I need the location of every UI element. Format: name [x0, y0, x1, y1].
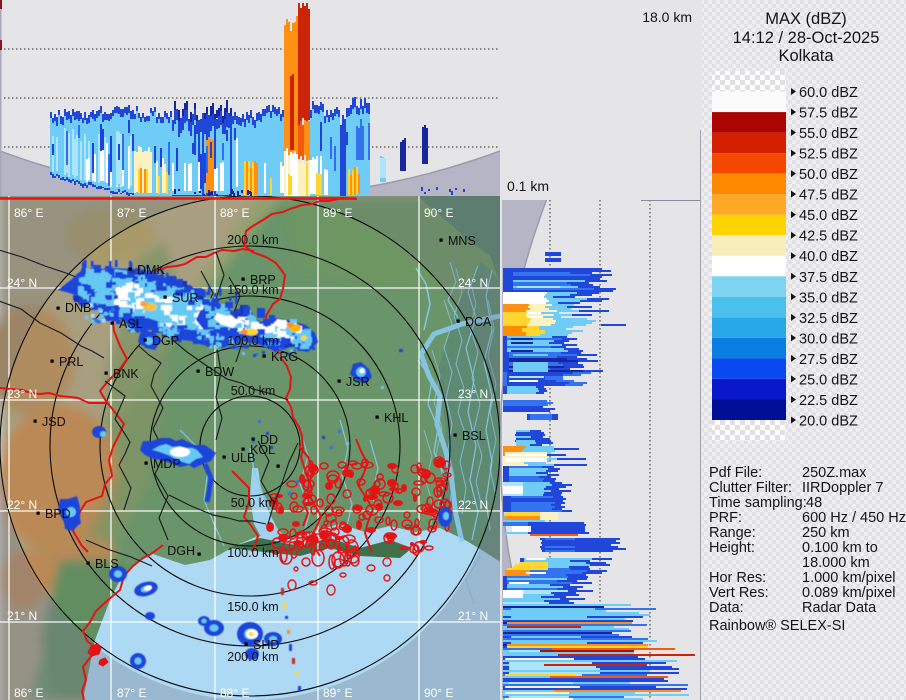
svg-text:100.0 km: 100.0 km	[227, 546, 278, 560]
svg-text:24° N: 24° N	[7, 276, 37, 290]
svg-text:250Z.max: 250Z.max	[802, 465, 867, 481]
svg-text:BRP: BRP	[250, 273, 276, 287]
svg-text:87° E: 87° E	[117, 206, 146, 220]
svg-text:90° E: 90° E	[424, 686, 453, 700]
svg-text:22.5 dBZ: 22.5 dBZ	[799, 393, 858, 409]
svg-text:150.0 km: 150.0 km	[227, 600, 278, 614]
svg-text:0.100 km to: 0.100 km to	[802, 540, 878, 556]
svg-text:57.5 dBZ: 57.5 dBZ	[799, 106, 858, 122]
svg-text:20.0 dBZ: 20.0 dBZ	[799, 414, 858, 430]
svg-text:ULB: ULB	[231, 451, 255, 465]
svg-text:90° E: 90° E	[424, 206, 453, 220]
svg-text:DGP: DGP	[152, 334, 179, 348]
svg-text:DMK: DMK	[137, 263, 165, 277]
svg-text:MDP: MDP	[153, 457, 181, 471]
svg-text:DGH: DGH	[167, 544, 195, 558]
svg-text:600 Hz / 450 Hz: 600 Hz / 450 Hz	[802, 510, 906, 526]
svg-text:24° N: 24° N	[458, 276, 488, 290]
svg-text:50.0 dBZ: 50.0 dBZ	[799, 167, 858, 183]
svg-text:BDW: BDW	[205, 365, 234, 379]
svg-text:89° E: 89° E	[323, 206, 352, 220]
svg-text:Vert Res:: Vert Res:	[709, 585, 769, 601]
svg-text:SHD: SHD	[253, 638, 279, 652]
svg-text:Range:: Range:	[709, 525, 756, 541]
svg-text:KHL: KHL	[384, 411, 408, 425]
svg-text:23° N: 23° N	[458, 387, 488, 401]
svg-text:23° N: 23° N	[7, 387, 37, 401]
svg-text:BPD: BPD	[45, 507, 71, 521]
svg-text:Rainbow® SELEX-SI: Rainbow® SELEX-SI	[709, 618, 845, 634]
svg-text:86° E: 86° E	[14, 686, 43, 700]
svg-text:200.0 km: 200.0 km	[227, 650, 278, 664]
svg-text:21° N: 21° N	[458, 609, 488, 623]
svg-text:18.000 km: 18.000 km	[802, 555, 870, 571]
svg-text:60.0 dBZ: 60.0 dBZ	[799, 85, 858, 101]
svg-text:87° E: 87° E	[117, 686, 146, 700]
svg-text:40.0 dBZ: 40.0 dBZ	[799, 249, 858, 265]
svg-text:DCA: DCA	[465, 315, 492, 329]
svg-text:Height:: Height:	[709, 540, 755, 556]
svg-text:48: 48	[806, 495, 822, 511]
svg-text:Clutter Filter:: Clutter Filter:	[709, 480, 792, 496]
svg-text:200.0 km: 200.0 km	[227, 233, 278, 247]
svg-text:BNK: BNK	[113, 367, 139, 381]
svg-text:47.5 dBZ: 47.5 dBZ	[799, 188, 858, 204]
svg-text:14:12 / 28-Oct-2025: 14:12 / 28-Oct-2025	[733, 29, 880, 47]
svg-text:IIRDoppler 7: IIRDoppler 7	[802, 480, 883, 496]
svg-text:DD: DD	[260, 433, 278, 447]
svg-text:88° E: 88° E	[220, 206, 249, 220]
svg-text:32.5 dBZ: 32.5 dBZ	[799, 311, 858, 327]
svg-text:ASL: ASL	[119, 317, 143, 331]
svg-text:35.0 dBZ: 35.0 dBZ	[799, 290, 858, 306]
svg-text:45.0 dBZ: 45.0 dBZ	[799, 208, 858, 224]
svg-text:55.0 dBZ: 55.0 dBZ	[799, 126, 858, 142]
svg-text:0.089 km/pixel: 0.089 km/pixel	[802, 585, 896, 601]
svg-text:DNB: DNB	[65, 301, 91, 315]
svg-text:0.1 km: 0.1 km	[507, 178, 549, 194]
svg-text:50.0 km: 50.0 km	[231, 384, 275, 398]
svg-text:150.0 km: 150.0 km	[227, 283, 278, 297]
svg-text:Time sampling:: Time sampling:	[709, 495, 807, 511]
svg-text:Kolkata: Kolkata	[778, 47, 834, 65]
svg-text:88° E: 88° E	[220, 686, 249, 700]
svg-text:Data:: Data:	[709, 600, 744, 616]
svg-text:KRG: KRG	[271, 350, 298, 364]
svg-text:22° N: 22° N	[458, 498, 488, 512]
svg-text:1.000 km/pixel: 1.000 km/pixel	[802, 570, 896, 586]
svg-text:BLS: BLS	[95, 557, 119, 571]
svg-text:52.5 dBZ: 52.5 dBZ	[799, 147, 858, 163]
svg-text:21° N: 21° N	[7, 609, 37, 623]
svg-text:27.5 dBZ: 27.5 dBZ	[799, 352, 858, 368]
svg-text:18.0 km: 18.0 km	[642, 9, 692, 25]
svg-text:50.0 km: 50.0 km	[231, 496, 275, 510]
svg-text:Radar Data: Radar Data	[802, 600, 877, 616]
svg-text:25.0 dBZ: 25.0 dBZ	[799, 372, 858, 388]
svg-text:37.5 dBZ: 37.5 dBZ	[799, 270, 858, 286]
svg-text:JSR: JSR	[346, 375, 370, 389]
svg-text:30.0 dBZ: 30.0 dBZ	[799, 331, 858, 347]
svg-text:22° N: 22° N	[7, 498, 37, 512]
svg-text:250 km: 250 km	[802, 525, 850, 541]
svg-text:100.0 km: 100.0 km	[227, 334, 278, 348]
svg-text:89° E: 89° E	[323, 686, 352, 700]
svg-text:Pdf File:: Pdf File:	[709, 465, 762, 481]
svg-text:JSD: JSD	[42, 415, 66, 429]
svg-text:SUR: SUR	[172, 291, 198, 305]
svg-text:BSL: BSL	[462, 429, 486, 443]
svg-text:KOL: KOL	[250, 443, 275, 457]
svg-text:MNS: MNS	[448, 234, 476, 248]
svg-text:Hor Res:: Hor Res:	[709, 570, 766, 586]
svg-text:PRF:: PRF:	[709, 510, 742, 526]
svg-text:PRL: PRL	[59, 355, 83, 369]
svg-text:42.5 dBZ: 42.5 dBZ	[799, 229, 858, 245]
svg-text:86° E: 86° E	[14, 206, 43, 220]
svg-text:MAX (dBZ): MAX (dBZ)	[765, 10, 847, 28]
